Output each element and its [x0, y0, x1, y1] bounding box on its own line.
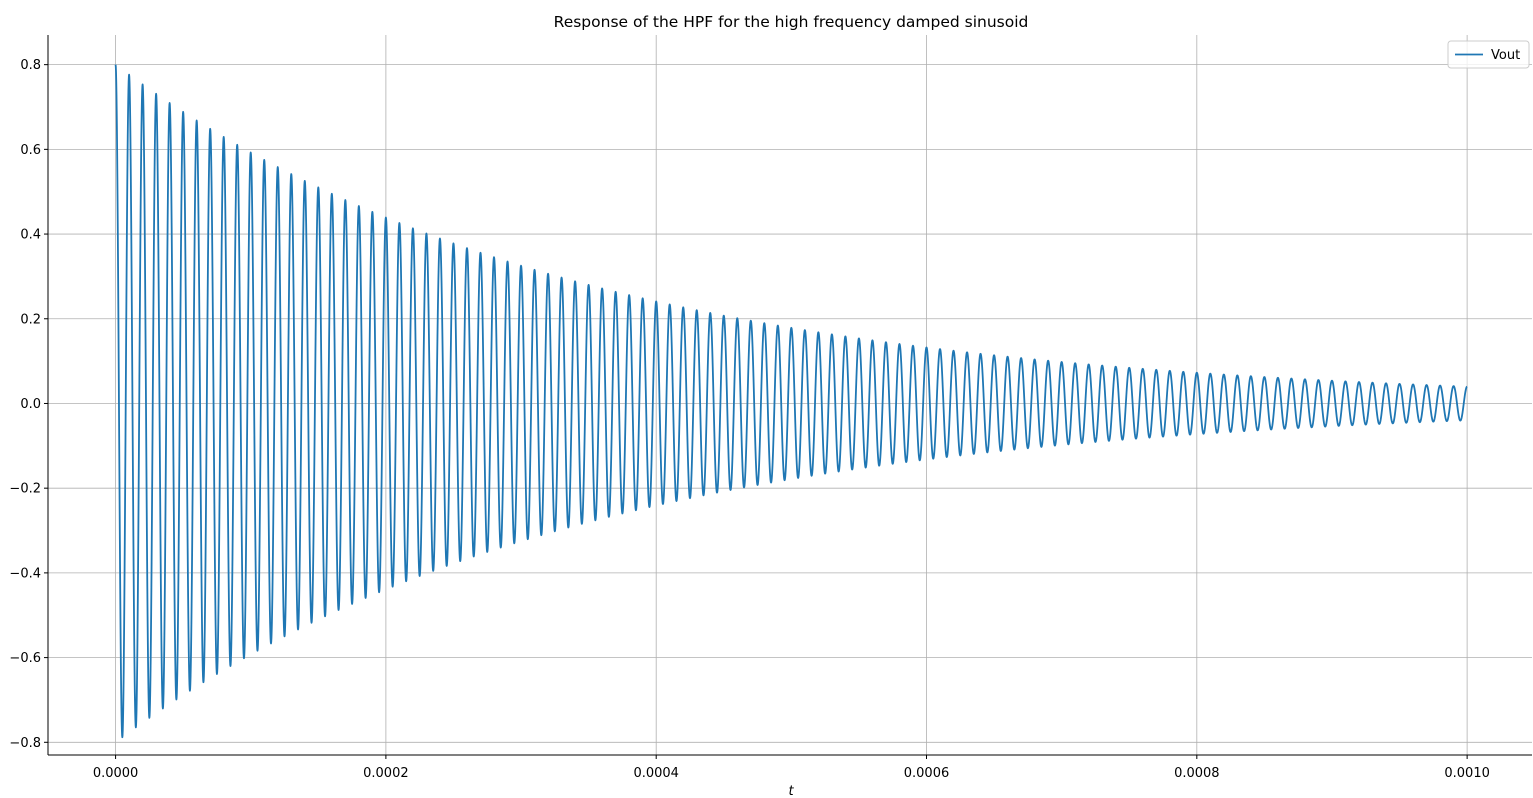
legend-label: Vout	[1491, 48, 1520, 63]
x-tick-label: 0.0008	[1174, 766, 1220, 781]
chart-title: Response of the HPF for the high frequen…	[554, 13, 1029, 31]
x-tick-label: 0.0010	[1444, 766, 1490, 781]
series-line-vout	[114, 64, 1468, 739]
x-axis-label: t	[788, 784, 794, 798]
x-tick-label: 0.0002	[363, 766, 409, 781]
legend: Vout	[1447, 40, 1530, 69]
y-tick-label: −0.4	[9, 566, 41, 581]
x-tick-label: 0.0004	[633, 766, 679, 781]
series-layer	[114, 64, 1468, 739]
y-tick-label: −0.6	[9, 651, 41, 666]
ticks-layer: 0.0000 0.0002 0.0004 0.0006 0.0008 0.0010 −0.8…	[9, 58, 1489, 781]
axes-layer	[47, 35, 1532, 756]
y-tick-label: 0.8	[20, 58, 41, 73]
grid-layer	[48, 35, 1532, 755]
y-tick-label: 0.4	[20, 228, 41, 243]
legend-box	[1447, 40, 1530, 69]
x-tick-label: 0.0000	[93, 766, 139, 781]
y-tick-label: 0.0	[20, 397, 41, 412]
y-tick-label: −0.8	[9, 736, 41, 751]
x-tick-label: 0.0006	[904, 766, 950, 781]
y-tick-label: 0.6	[20, 143, 41, 158]
y-tick-label: 0.2	[20, 312, 41, 327]
y-tick-label: −0.2	[9, 482, 41, 497]
